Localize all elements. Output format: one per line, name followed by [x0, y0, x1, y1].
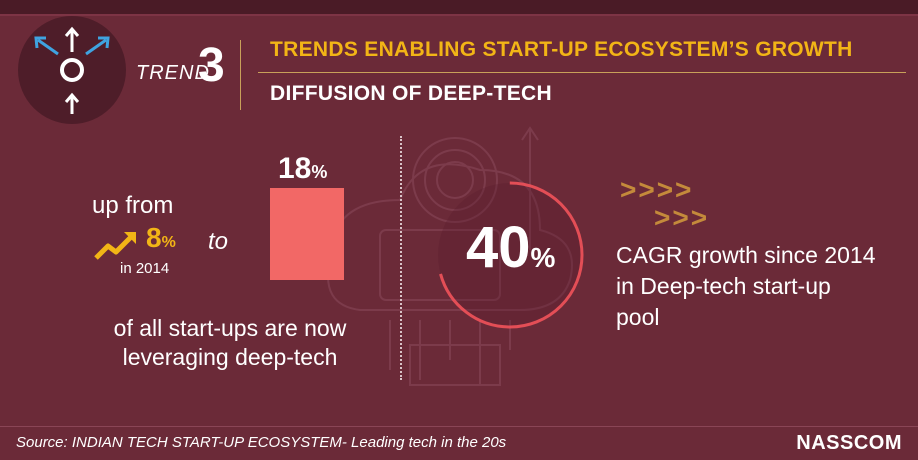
right-caption: CAGR growth since 2014 in Deep-tech star…	[616, 242, 876, 330]
top-band	[0, 0, 918, 14]
start-value-number: 8	[146, 222, 162, 253]
current-value: 18%	[278, 152, 327, 186]
left-caption: of all start-ups are now leveraging deep…	[113, 315, 347, 370]
chevrons-row-2: >>>	[654, 202, 710, 233]
current-value-bar	[270, 188, 344, 280]
trend-number: 3	[198, 39, 225, 92]
top-band-line	[0, 14, 918, 16]
cagr-value: 40%	[466, 214, 555, 281]
trend-label: TREND	[136, 62, 210, 84]
header-divider	[240, 40, 241, 110]
growth-arrow-icon	[94, 232, 136, 260]
cagr-value-number: 40	[466, 215, 531, 280]
chevrons-row-1: >>>>	[620, 174, 694, 205]
start-value-unit: %	[161, 234, 176, 251]
to-label: to	[208, 228, 229, 255]
start-year: in 2014	[120, 260, 170, 277]
page-subtitle: DIFFUSION OF DEEP-TECH	[270, 82, 552, 105]
cagr-value-unit: %	[530, 242, 556, 273]
source-note: Source: INDIAN TECH START-UP ECOSYSTEM- …	[16, 434, 507, 451]
footer-rule	[0, 426, 918, 427]
panel-divider	[400, 136, 402, 380]
current-value-number: 18	[278, 152, 312, 185]
start-value: 8%	[146, 222, 176, 254]
page-title: TRENDS ENABLING START-UP ECOSYSTEM’S GRO…	[270, 38, 853, 61]
deep-tech-illustration	[327, 126, 573, 386]
up-from-label: up from	[92, 192, 174, 219]
title-rule	[258, 72, 906, 73]
brand-logo: NASSCOM	[796, 432, 902, 454]
current-value-unit: %	[311, 162, 328, 182]
growth-ring	[436, 181, 584, 329]
diffusion-arrows-icon	[34, 26, 110, 114]
